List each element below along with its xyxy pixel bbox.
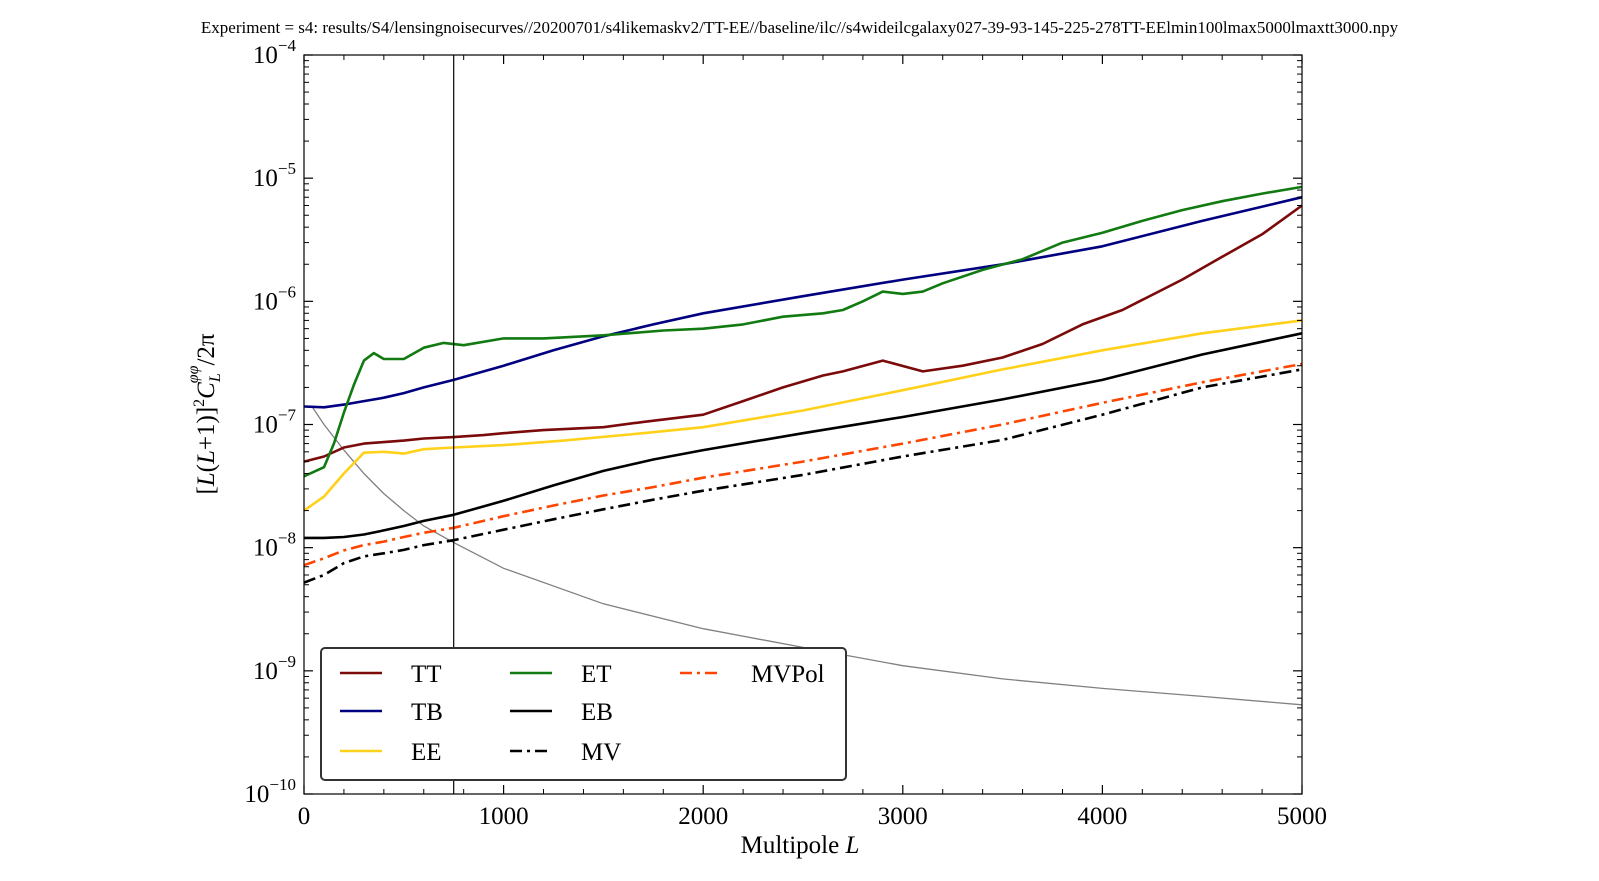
- y-tick-label: 10−5: [253, 159, 296, 192]
- legend-box: [320, 647, 847, 781]
- y-tick-label: 10−4: [253, 36, 297, 69]
- series-line-tt: [303, 204, 1303, 463]
- x-tick-label: 0: [298, 803, 311, 830]
- y-tick-label: 10−10: [244, 775, 296, 808]
- series-line-ee: [303, 319, 1303, 512]
- y-tick-label: 10−6: [253, 282, 296, 315]
- y-tick-label: 10−9: [253, 652, 296, 685]
- series-line-et: [303, 185, 1303, 478]
- legend: TT TB EE ET EB MV MVPol: [320, 647, 847, 781]
- legend-label-tb: TB: [411, 699, 443, 726]
- x-axis-label: Multipole L: [741, 832, 860, 859]
- series-line-mv: [303, 368, 1303, 584]
- x-tick-label: 3000: [878, 803, 928, 830]
- legend-label-mv: MV: [581, 739, 621, 766]
- legend-label-mvpol: MVPol: [751, 661, 825, 688]
- legend-label-tt: TT: [411, 661, 442, 688]
- series-line-eb: [304, 332, 1303, 540]
- legend-label-et: ET: [581, 661, 612, 688]
- reference-curve: [311, 406, 1303, 706]
- x-tick-label: 1000: [479, 803, 529, 830]
- legend-label-ee: EE: [411, 739, 442, 766]
- series-line-mvpol: [303, 362, 1303, 567]
- x-tick-label: 4000: [1077, 803, 1127, 830]
- ticks-layer: [303, 54, 1303, 795]
- x-tick-label: 5000: [1277, 803, 1327, 830]
- y-axis-label: [L(L+1)]2CLφφ/2π: [185, 333, 224, 494]
- reference-curve-layer: [311, 406, 1303, 706]
- y-tick-label: 10−7: [253, 406, 297, 439]
- tick-labels-layer: 0 1000 2000 3000 4000 5000 10−10 10−9 10−8 10−7 10…: [244, 36, 1327, 830]
- figure-title: Experiment = s4: results/S4/lensingnoise…: [200, 18, 1399, 37]
- y-tick-label: 10−8: [253, 529, 296, 562]
- legend-label-eb: EB: [581, 699, 613, 726]
- series-layer: [303, 185, 1303, 584]
- x-tick-label: 2000: [678, 803, 728, 830]
